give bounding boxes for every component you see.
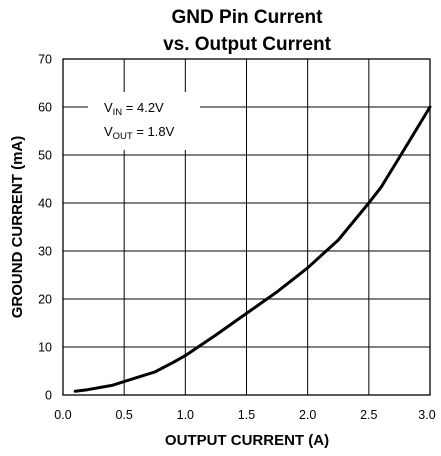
- x-tick-label: 2.5: [360, 408, 377, 422]
- chart-title-line-1: GND Pin Current: [172, 7, 324, 28]
- x-axis-label: OUTPUT CURRENT (A): [165, 432, 329, 449]
- y-tick-label: 30: [38, 245, 52, 259]
- x-tick-label: 2.0: [299, 408, 316, 422]
- y-tick-label: 10: [38, 341, 52, 355]
- x-tick-label: 0.0: [54, 408, 71, 422]
- x-tick-label: 1.5: [238, 408, 255, 422]
- x-tick-label: 3.0: [418, 408, 435, 422]
- annotation: VIN = 4.2V VOUT = 1.8V: [88, 92, 200, 150]
- y-tick-label: 60: [38, 101, 52, 115]
- y-tick-label: 40: [38, 197, 52, 211]
- chart-title-line-2: vs. Output Current: [163, 34, 332, 55]
- y-tick-label: 50: [38, 149, 52, 163]
- x-tick-label: 0.5: [115, 408, 132, 422]
- x-tick-label: 1.0: [177, 408, 194, 422]
- y-axis-label: GROUND CURRENT (mA): [9, 136, 26, 319]
- y-tick-label: 20: [38, 293, 52, 307]
- y-tick-label: 0: [45, 389, 52, 403]
- y-tick-label: 70: [38, 53, 52, 67]
